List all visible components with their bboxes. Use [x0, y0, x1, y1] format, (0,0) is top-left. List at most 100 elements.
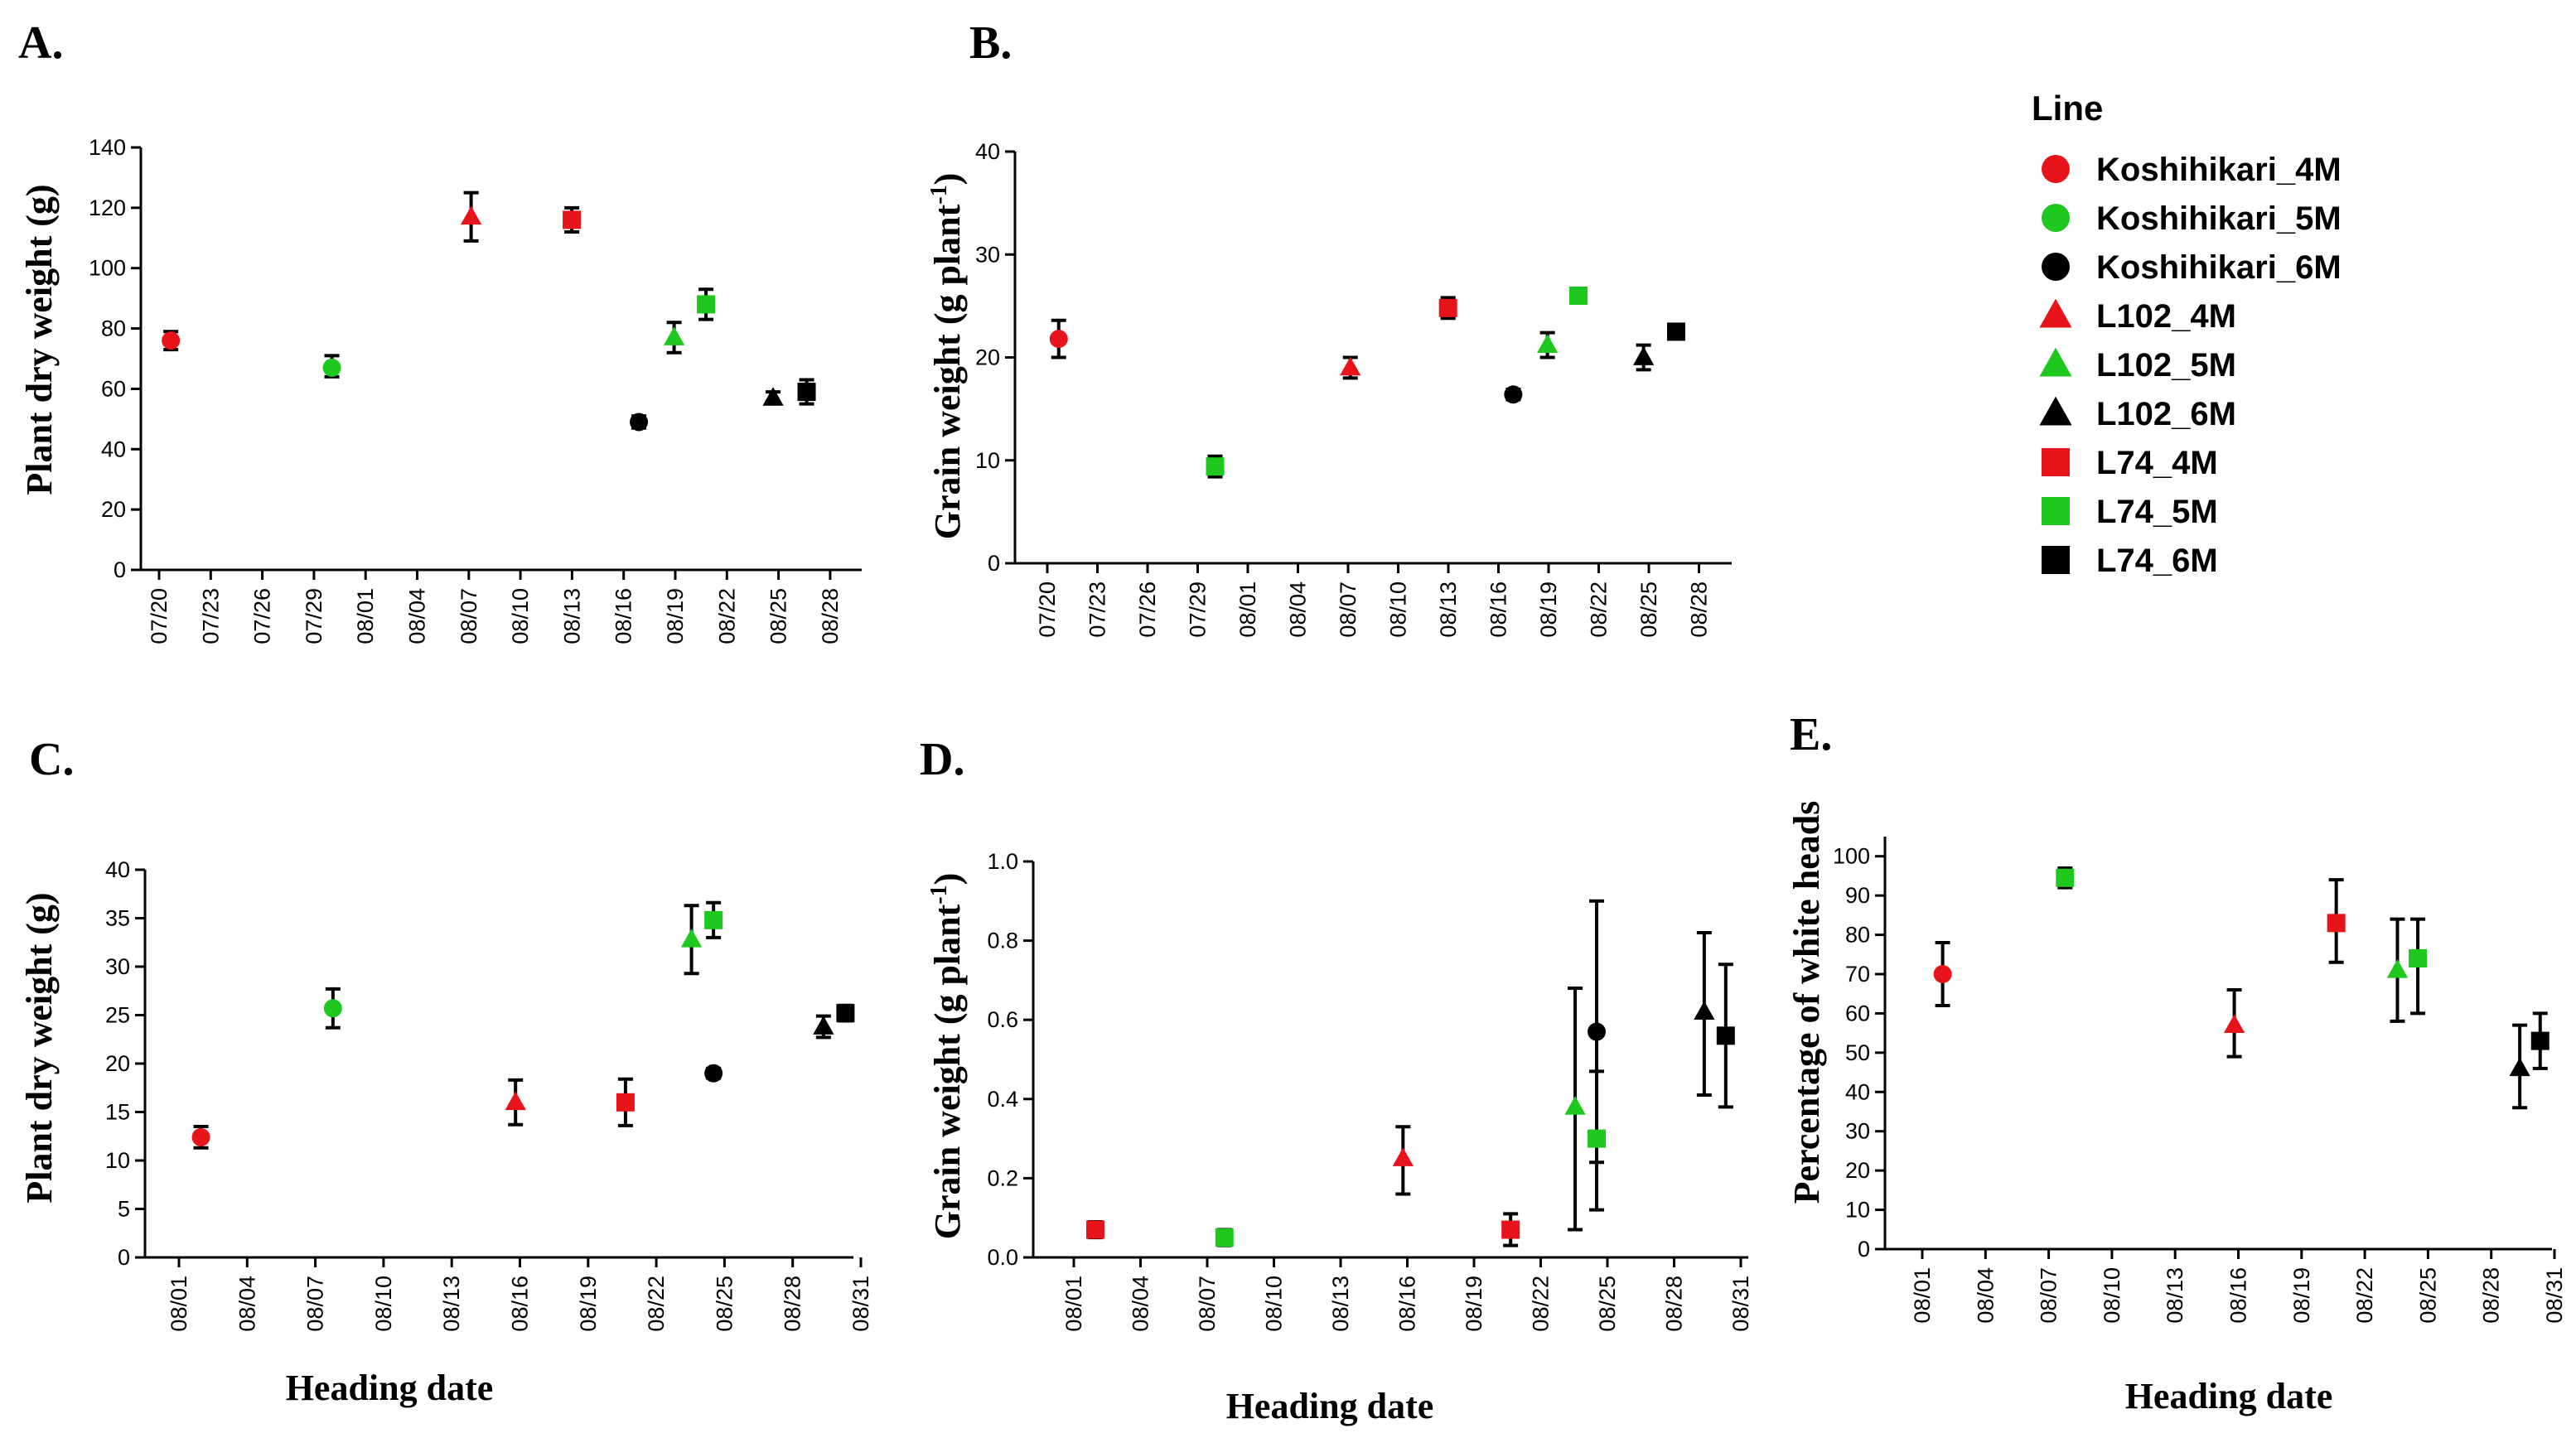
- data-point-B: [1536, 331, 1559, 359]
- legend-marker-square: [2042, 546, 2070, 574]
- legend-label: L102_5M: [2096, 347, 2236, 384]
- legend-item: Koshihikari_6M: [2042, 249, 2342, 286]
- y-tick-label-E: 60: [1845, 1001, 1870, 1025]
- x-tick-label-B: 07/29: [1186, 581, 1211, 638]
- y-tick-label-B: 0: [988, 551, 1000, 576]
- x-tick-label-B: 08/10: [1386, 581, 1411, 638]
- x-tick-label-B: 08/04: [1286, 581, 1311, 638]
- y-axis-label-B: Grain weight (g plant-1): [926, 173, 968, 540]
- x-tick-label-E: 08/13: [2163, 1267, 2187, 1324]
- legend-item: L74_5M: [2042, 494, 2218, 530]
- y-tick-label-A: 40: [101, 437, 126, 461]
- panel-label-A: A.: [18, 17, 63, 69]
- data-point-E: [2223, 987, 2245, 1059]
- x-tick-label-D: 08/28: [1662, 1276, 1687, 1332]
- x-tick-label-A: 08/04: [405, 588, 430, 644]
- marker-L74_4M: [1438, 298, 1457, 317]
- marker-L102_5M: [2386, 959, 2409, 978]
- marker-L74_5M: [1206, 457, 1225, 476]
- y-tick-label-D: 0.8: [987, 929, 1018, 953]
- x-tick-label-C: 08/13: [439, 1276, 464, 1332]
- panel-label-E: E.: [1790, 709, 1832, 760]
- marker-L74_4M: [1085, 1220, 1104, 1239]
- y-tick-label-C: 25: [105, 1003, 130, 1028]
- legend-marker-square: [2042, 497, 2070, 525]
- x-tick-label-B: 08/07: [1336, 581, 1360, 638]
- data-point-C: [704, 900, 723, 939]
- x-tick-label-A: 08/10: [508, 588, 533, 644]
- x-tick-label-C: 08/25: [712, 1276, 737, 1332]
- marker-L74_5M: [704, 910, 723, 929]
- marker-Koshihikari_5M: [322, 358, 341, 377]
- data-point-D: [1085, 1219, 1104, 1240]
- x-tick-label-A: 08/13: [559, 588, 584, 644]
- y-tick-label-A: 140: [89, 135, 126, 160]
- data-point-C: [323, 987, 342, 1030]
- data-point-B: [1206, 454, 1225, 479]
- y-axis-label-A: Plant dry weight (g): [19, 184, 60, 495]
- legend: Line Koshihikari_4M Koshihikari_5M Koshihik…: [2032, 89, 2342, 579]
- marker-L102_4M: [505, 1091, 526, 1111]
- marker-L74_6M: [2530, 1031, 2549, 1050]
- y-tick-label-B: 10: [975, 448, 1000, 473]
- data-point-B: [1666, 322, 1685, 341]
- x-tick-label-B: 08/22: [1587, 581, 1612, 638]
- x-axis-label-D: Heading date: [1226, 1386, 1434, 1426]
- y-axis-label-E: Percentage of white heads: [1786, 801, 1827, 1204]
- y-tick-label-D: 0.6: [987, 1007, 1018, 1032]
- y-tick-label-A: 0: [114, 557, 126, 582]
- marker-L102_5M: [1564, 1096, 1586, 1115]
- data-point-E: [1933, 941, 1952, 1007]
- marker-Koshihikari_4M: [1933, 965, 1952, 983]
- legend-item: Koshihikari_4M: [2042, 152, 2342, 188]
- y-tick-label-A: 80: [101, 316, 126, 341]
- panel-label-D: D.: [920, 734, 964, 785]
- x-tick-label-E: 08/04: [1973, 1267, 1998, 1324]
- y-tick-label-A: 100: [89, 256, 126, 281]
- x-tick-label-A: 08/25: [766, 588, 791, 644]
- x-axis-label-E: Heading date: [2125, 1376, 2333, 1416]
- y-tick-label-E: 90: [1845, 883, 1870, 908]
- x-tick-label-A: 08/01: [353, 588, 378, 644]
- marker-L102_4M: [1392, 1147, 1414, 1166]
- marker-L102_5M: [1536, 334, 1559, 353]
- data-point-D: [1694, 931, 1715, 1098]
- legend-marker-circle: [2042, 204, 2070, 232]
- marker-L102_6M: [1694, 1001, 1715, 1020]
- marker-Koshihikari_4M: [191, 1127, 210, 1146]
- x-tick-label-E: 08/16: [2226, 1267, 2251, 1324]
- x-tick-label-C: 08/16: [508, 1276, 533, 1332]
- y-tick-label-C: 30: [105, 954, 130, 979]
- data-point-D: [1564, 986, 1586, 1232]
- x-tick-label-A: 08/07: [457, 588, 481, 644]
- x-tick-label-B: 07/26: [1135, 581, 1160, 638]
- y-axis-label-D: Grain weight (g plant-1): [926, 873, 968, 1240]
- legend-item: L102_5M: [2039, 347, 2236, 384]
- marker-L74_5M: [1215, 1228, 1234, 1247]
- x-tick-label-C: 08/07: [303, 1276, 328, 1332]
- x-tick-label-B: 08/25: [1636, 581, 1661, 638]
- marker-L74_5M: [2409, 949, 2428, 968]
- x-tick-label-A: 07/23: [198, 588, 223, 644]
- legend-label: L74_5M: [2096, 494, 2218, 530]
- marker-Koshihikari_6M: [1504, 385, 1523, 404]
- y-tick-label-A: 60: [101, 376, 126, 401]
- data-point-C: [505, 1078, 526, 1127]
- panel-D: D. 0.0 0.2 0.4 0.6 0.8 1.0 08/01 08/04 08/07 08/10…: [920, 734, 1753, 1426]
- y-tick-label-C: 0: [118, 1245, 130, 1270]
- legend-label: L102_4M: [2096, 298, 2236, 335]
- data-point-C: [836, 1003, 855, 1023]
- x-tick-label-B: 07/23: [1085, 581, 1110, 638]
- data-point-A: [162, 330, 181, 352]
- legend-marker-square: [2042, 448, 2070, 476]
- y-tick-label-D: 0.4: [987, 1087, 1018, 1112]
- y-tick-label-C: 40: [105, 857, 130, 882]
- marker-L74_6M: [797, 383, 816, 402]
- data-point-B: [1568, 286, 1588, 305]
- panel-label-C: C.: [29, 734, 74, 785]
- data-point-B: [1632, 343, 1655, 372]
- marker-L74_6M: [836, 1004, 855, 1023]
- data-point-E: [2509, 1023, 2530, 1110]
- legend-item: L74_4M: [2042, 445, 2218, 481]
- x-tick-label-E: 08/10: [2100, 1267, 2124, 1324]
